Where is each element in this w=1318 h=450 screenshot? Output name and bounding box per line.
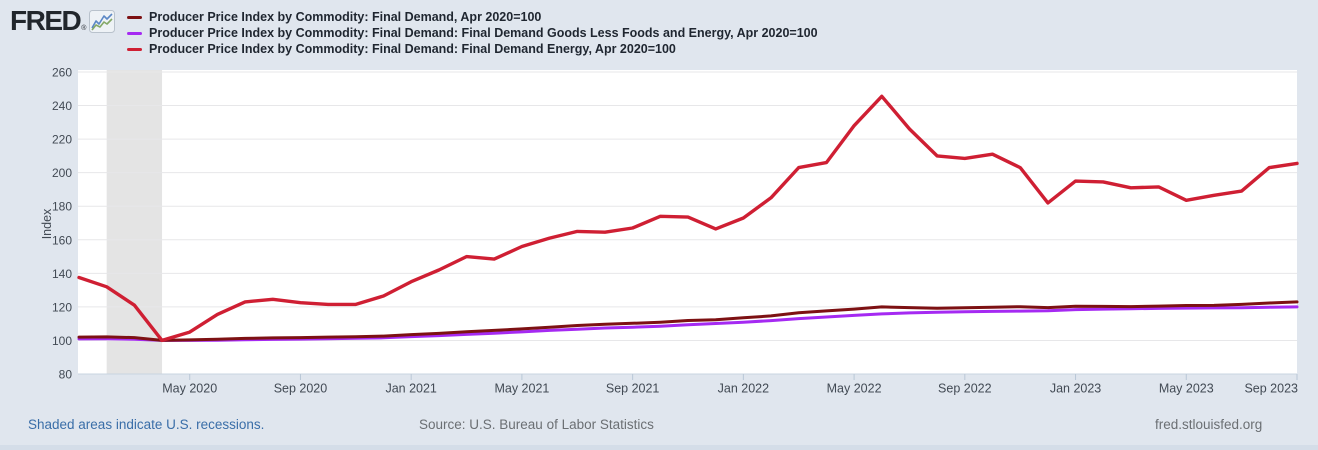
x-tick-label: Jan 2023 <box>1050 382 1101 396</box>
legend-swatch <box>127 15 142 19</box>
legend-label: Producer Price Index by Commodity: Final… <box>149 10 542 24</box>
y-tick-label: 260 <box>52 66 72 80</box>
source-text: Source: U.S. Bureau of Labor Statistics <box>419 417 654 432</box>
x-tick-label: Sep 2023 <box>1244 382 1298 396</box>
x-tick-label: May 2021 <box>494 382 549 396</box>
legend-label: Producer Price Index by Commodity: Final… <box>149 42 676 56</box>
recession-band <box>106 70 163 374</box>
bottom-edge <box>0 445 1318 450</box>
legend-item: Producer Price Index by Commodity: Final… <box>127 41 818 57</box>
fred-logo-text: FRED <box>10 5 82 36</box>
fred-logo-chart-icon <box>89 9 116 33</box>
y-tick-label: 140 <box>52 267 72 281</box>
legend-label: Producer Price Index by Commodity: Final… <box>149 26 818 40</box>
x-tick-label: Sep 2020 <box>274 382 328 396</box>
fred-site-link[interactable]: fred.stlouisfed.org <box>1155 417 1263 432</box>
recession-note-link[interactable]: Shaded areas indicate U.S. recessions. <box>28 417 265 432</box>
x-tick-label: Sep 2021 <box>606 382 660 396</box>
series-line-0[interactable] <box>77 300 1299 342</box>
x-tick-label: May 2020 <box>162 382 217 396</box>
series-line-2[interactable] <box>77 94 1299 343</box>
x-tick-label: Jan 2022 <box>718 382 769 396</box>
y-tick-label: 120 <box>52 300 72 314</box>
registered-mark: ® <box>81 25 87 32</box>
y-tick-label: 100 <box>52 334 72 348</box>
y-tick-label: 200 <box>52 166 72 180</box>
y-axis-title: Index <box>40 208 54 239</box>
footer: Shaded areas indicate U.S. recessions. S… <box>0 400 1318 450</box>
y-tick-label: 220 <box>52 133 72 147</box>
legend-item: Producer Price Index by Commodity: Final… <box>127 25 818 41</box>
legend-item: Producer Price Index by Commodity: Final… <box>127 9 818 25</box>
y-tick-label: 180 <box>52 200 72 214</box>
chart-area: 80 100 120 140 160 180 200 220 240 260 Index May 20… <box>0 60 1318 400</box>
x-tick-label: Jan 2021 <box>385 382 436 396</box>
x-tick-label: Sep 2022 <box>938 382 992 396</box>
legend-swatch <box>127 31 142 35</box>
legend: Producer Price Index by Commodity: Final… <box>127 9 818 57</box>
plot-area <box>78 70 1297 374</box>
x-tick-label: May 2022 <box>827 382 882 396</box>
fred-logo[interactable]: FRED ® <box>10 5 116 36</box>
y-tick-label: 240 <box>52 99 72 113</box>
x-tick-label: May 2023 <box>1159 382 1214 396</box>
y-tick-label: 80 <box>59 368 73 382</box>
y-tick-label: 160 <box>52 233 72 247</box>
legend-swatch <box>127 47 142 51</box>
